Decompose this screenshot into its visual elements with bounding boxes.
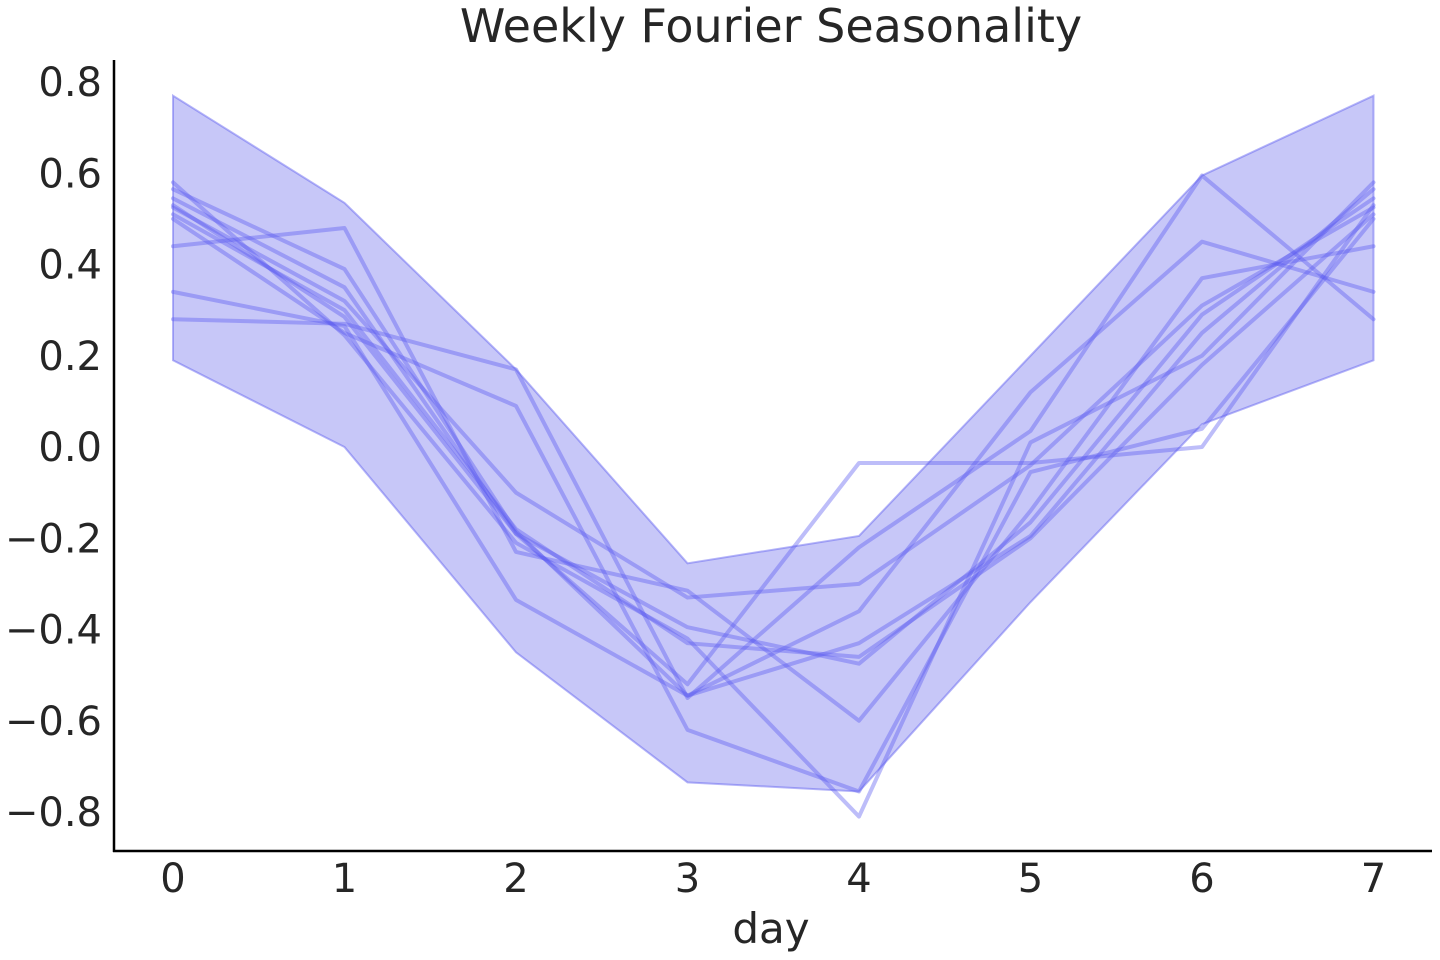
y-tick-label-1: 0.6	[38, 151, 102, 197]
y-tick-label-8: −0.8	[5, 790, 102, 836]
y-tick-label-7: −0.6	[5, 699, 102, 745]
y-tick-label-5: −0.2	[5, 516, 102, 562]
x-tick-label-2: 2	[503, 856, 528, 902]
chart-title: Weekly Fourier Seasonality	[460, 0, 1082, 53]
series-line-9	[171, 180, 1376, 819]
series-line-3	[171, 226, 1376, 723]
series-line-6	[171, 205, 1376, 600]
series-lines-layer	[171, 173, 1376, 819]
x-tick-label-7: 7	[1361, 856, 1386, 902]
y-tick-label-6: −0.4	[5, 608, 102, 654]
series-line-2	[171, 239, 1376, 698]
series-line-7	[171, 196, 1376, 666]
x-tick-label-6: 6	[1189, 856, 1214, 902]
y-tick-label-3: 0.2	[38, 334, 102, 380]
series-line-5	[171, 212, 1376, 659]
y-tick-label-4: 0.0	[38, 425, 102, 471]
y-tick-label-0: 0.8	[38, 60, 102, 106]
series-line-8	[171, 187, 1376, 698]
x-tick-label-5: 5	[1018, 856, 1043, 902]
x-tick-label-3: 3	[675, 856, 700, 902]
y-tick-label-2: 0.4	[38, 243, 102, 289]
x-tick-label-1: 1	[332, 856, 357, 902]
series-line-10	[171, 203, 1376, 687]
x-tick-labels: 0 1 2 3 4 5 6 7	[160, 856, 1386, 902]
x-axis-label: day	[732, 904, 809, 953]
uncertainty-band-layer	[172, 93, 1375, 793]
series-line-4	[171, 216, 1376, 794]
x-tick-label-4: 4	[846, 856, 871, 902]
series-line-1	[171, 173, 1376, 700]
uncertainty-band	[172, 93, 1375, 793]
x-tick-label-0: 0	[160, 856, 185, 902]
y-tick-labels: 0.8 0.6 0.4 0.2 0.0 −0.2 −0.4 −0.6 −0.8	[5, 60, 102, 836]
